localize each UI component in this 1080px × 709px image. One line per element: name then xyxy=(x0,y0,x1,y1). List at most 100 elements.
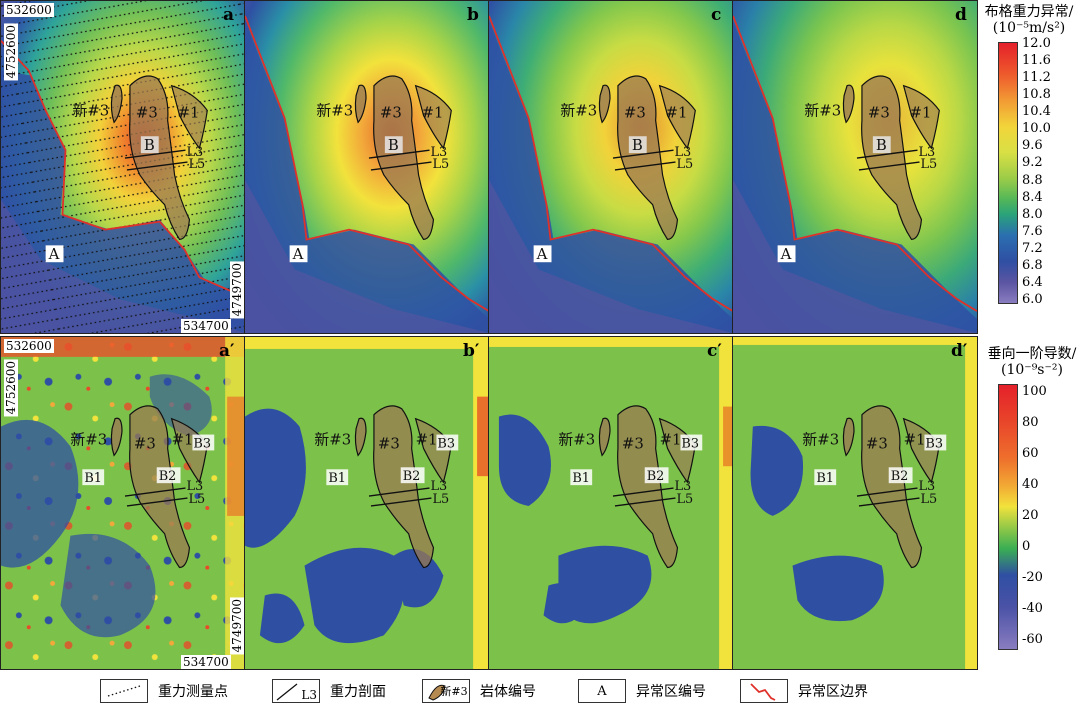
legend-item-anomaly-id: A 异常区编号 xyxy=(578,677,706,705)
label-rock3: #3 xyxy=(134,434,156,452)
colorbar-tick-label: 11.2 xyxy=(1022,70,1051,86)
label-new3: 新#3 xyxy=(802,430,839,448)
label-rock3: #3 xyxy=(866,434,888,452)
anomaly-label-A: A xyxy=(536,245,548,263)
legend-item-rock-id: 新#3 岩体编号 xyxy=(422,677,536,705)
legend-symbol-text: 新#3 xyxy=(440,685,468,698)
colorbar-tick-label: -40 xyxy=(1022,601,1043,616)
colorbar-tick-label: 11.6 xyxy=(1022,53,1051,69)
label-L5: L5 xyxy=(920,157,937,172)
anomaly-label-A: A xyxy=(48,245,60,263)
rock-body-3 xyxy=(617,405,679,569)
colorbar-tick-label: 8.4 xyxy=(1022,189,1043,205)
profile-L5 xyxy=(370,497,432,507)
legend-label: 岩体编号 xyxy=(480,684,536,700)
label-rock3: #3 xyxy=(868,103,890,121)
colorbar-top xyxy=(998,42,1018,304)
coord-x-bottom: 534700 xyxy=(181,319,231,333)
profile-L5 xyxy=(126,161,188,171)
colorbar-tick-label: 6.0 xyxy=(1022,292,1043,307)
label-new3: 新#3 xyxy=(558,430,595,448)
colorbar-top-title: 布格重力异常/ (10⁻⁵m/s²) xyxy=(980,4,1078,36)
panel-label-c-prime: c′ xyxy=(707,341,722,361)
coord-x-bottom: 534700 xyxy=(181,655,231,669)
colorbar-tick-label: 9.6 xyxy=(1022,138,1043,154)
rock-body-3 xyxy=(861,75,923,241)
label-L3: L3 xyxy=(918,145,935,160)
colorbar-bottom-title-line1: 垂向一阶导数/ xyxy=(987,346,1077,362)
profile-L5 xyxy=(126,497,188,507)
rock-overlay-d: 新#3 #3 #1 L3 L5 B A xyxy=(777,75,940,263)
rock-overlay-a-prime: 新#3 #3 #1 B3 B1 B2 L3 L5 xyxy=(70,405,215,569)
profile-L3 xyxy=(856,149,918,159)
anomaly-label-B: B xyxy=(388,136,399,154)
label-L5: L5 xyxy=(188,157,205,172)
label-rock3: #3 xyxy=(624,103,646,121)
derivative-map-a-prime xyxy=(1,337,245,669)
label-L5: L5 xyxy=(432,157,449,172)
panel-c-prime: 新#3 #3 #1 B3 B1 B2 L3 L5 c′ xyxy=(488,336,734,670)
label-L3: L3 xyxy=(918,479,935,494)
rock-body-3 xyxy=(861,405,923,569)
bouguer-map-b xyxy=(245,1,489,333)
panel-label-d: d xyxy=(955,5,967,25)
anomaly-label-A: A xyxy=(292,245,304,263)
label-rock3: #3 xyxy=(136,103,158,121)
colorbar-bottom-title: 垂向一阶导数/ (10⁻⁹s⁻²) xyxy=(984,346,1080,378)
colorbar-tick-label: -20 xyxy=(1022,570,1043,585)
anomaly-label-B2: B2 xyxy=(159,469,177,484)
colorbar-tick-label: 60 xyxy=(1022,446,1039,461)
rock-overlay-c: 新#3 #3 #1 L3 L5 B A xyxy=(533,75,696,263)
label-L5: L5 xyxy=(432,492,449,507)
rock-body-new3 xyxy=(598,84,611,124)
derivative-map-c-prime xyxy=(489,337,733,669)
panel-label-a: a xyxy=(223,5,235,25)
rock-body-1 xyxy=(170,84,208,150)
label-L3: L3 xyxy=(430,145,447,160)
legend: 重力测量点 L3 重力剖面 新#3 岩体编号 A 异常区编号 异常区边界 xyxy=(100,677,980,707)
rock-body-3 xyxy=(373,75,435,241)
rock-body-1 xyxy=(414,84,452,150)
coord-y-right: 4749700 xyxy=(230,597,244,655)
panel-a: 新#3 #3 #1 L3 L5 B A a 532600 4752600 534… xyxy=(0,0,246,334)
label-rock1: #1 xyxy=(660,430,682,448)
label-L3: L3 xyxy=(186,145,203,160)
label-new3: 新#3 xyxy=(804,101,841,119)
label-new3: 新#3 xyxy=(316,101,353,119)
label-new3: 新#3 xyxy=(72,101,109,119)
panel-label-b: b xyxy=(467,5,479,25)
profile-L5 xyxy=(858,161,920,171)
panel-b-prime: 新#3 #3 #1 B3 B1 B2 L3 L5 b′ xyxy=(244,336,490,670)
colorbar-tick-label: 80 xyxy=(1022,415,1039,430)
letter-box-icon: A xyxy=(578,679,626,703)
label-rock3: #3 xyxy=(622,434,644,452)
rock-body-3 xyxy=(373,405,435,569)
panel-label-c: c xyxy=(711,5,722,25)
rock-body-3 xyxy=(129,405,191,569)
colorbar-top-title-line2: (10⁻⁵m/s²) xyxy=(992,20,1066,36)
rock-body-new3 xyxy=(598,417,611,457)
derivative-map-b-prime xyxy=(245,337,489,669)
coord-x-top: 532600 xyxy=(4,339,54,353)
anomaly-label-B2: B2 xyxy=(891,469,909,484)
bouguer-map-a xyxy=(1,1,245,333)
colorbar-tick-label: 10.0 xyxy=(1022,121,1051,137)
label-rock3: #3 xyxy=(378,434,400,452)
label-rock3: #3 xyxy=(380,103,402,121)
label-L5: L5 xyxy=(188,492,205,507)
anomaly-label-B: B xyxy=(144,136,155,154)
red-boundary-icon xyxy=(740,679,788,703)
rock-body-new3 xyxy=(110,417,123,457)
anomaly-label-B2: B2 xyxy=(647,469,665,484)
anomaly-label-B1: B1 xyxy=(816,471,834,486)
dotted-line-icon xyxy=(100,679,148,703)
panel-label-a-prime: a′ xyxy=(219,341,235,361)
label-rock1: #1 xyxy=(416,430,438,448)
rock-body-1 xyxy=(658,84,696,150)
label-L5: L5 xyxy=(676,157,693,172)
legend-symbol-text: A xyxy=(597,683,607,699)
colorbar-tick-label: -60 xyxy=(1022,632,1043,647)
panel-b: 新#3 #3 #1 L3 L5 B A b xyxy=(244,0,490,334)
label-L3: L3 xyxy=(186,479,203,494)
label-L3: L3 xyxy=(430,479,447,494)
